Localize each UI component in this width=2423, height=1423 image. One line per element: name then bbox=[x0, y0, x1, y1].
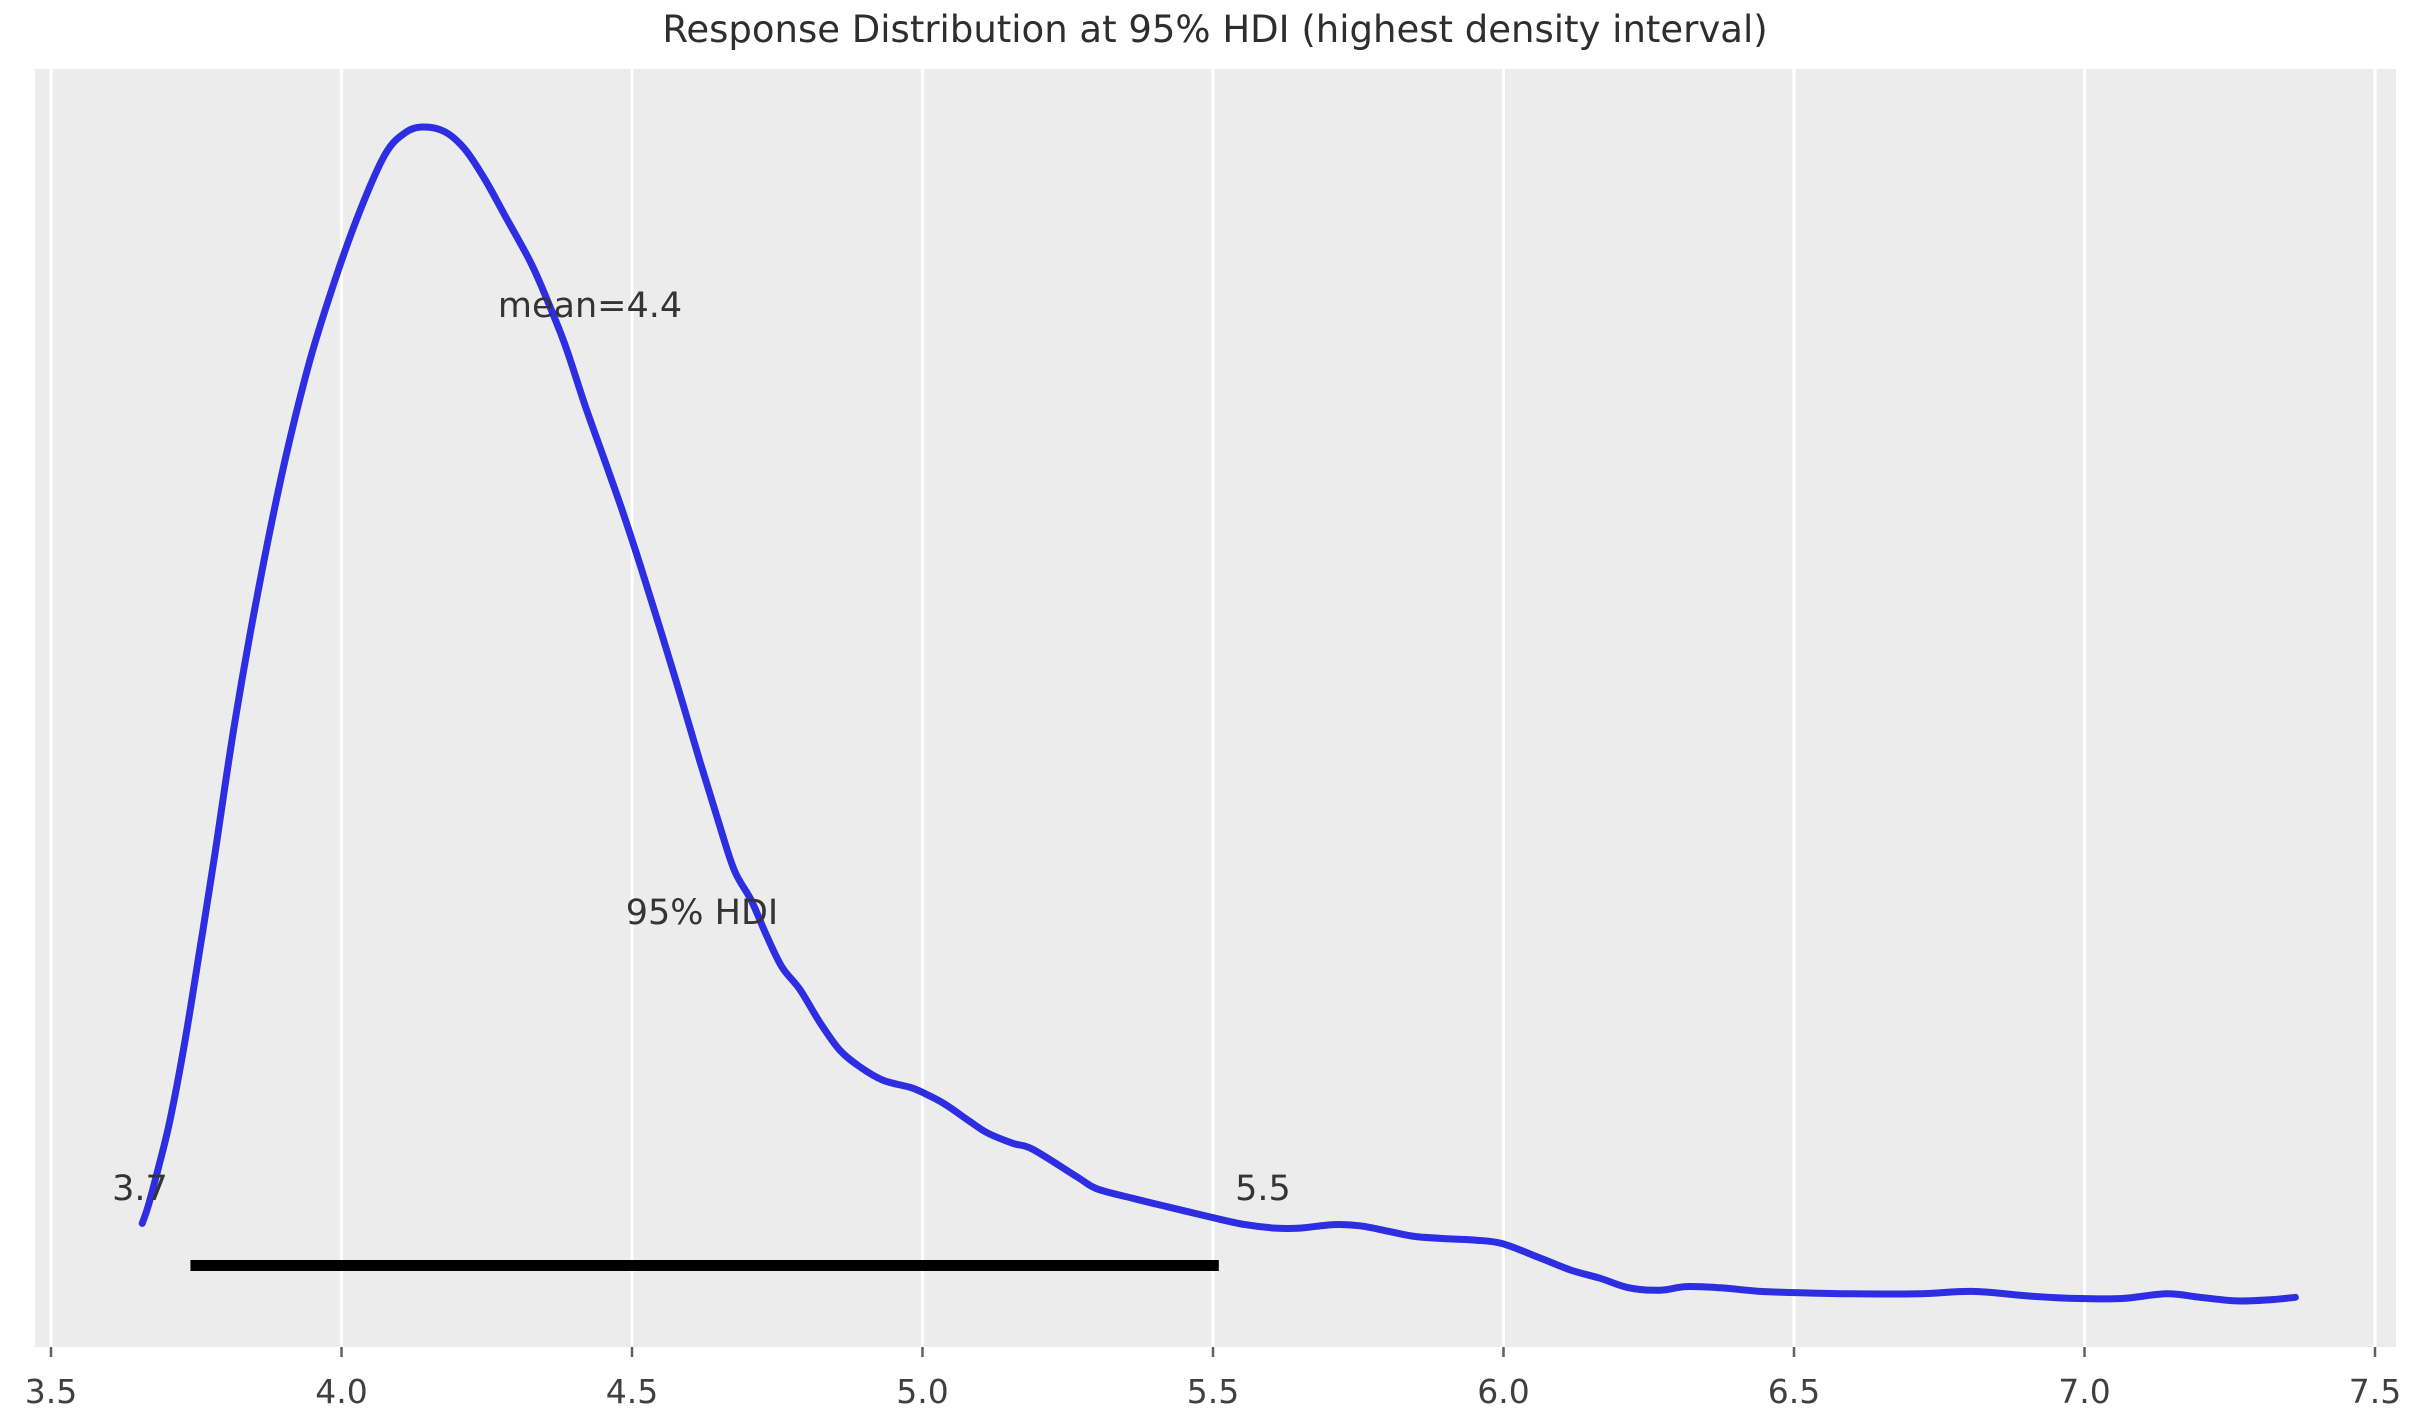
x-tick-label: 5.5 bbox=[1187, 1372, 1239, 1411]
x-tick-marks bbox=[49, 1347, 2377, 1357]
x-tick-label: 4.5 bbox=[606, 1372, 658, 1411]
hdi-lower-annotation: 3.7 bbox=[112, 1169, 168, 1209]
x-tick-label: 3.5 bbox=[25, 1372, 77, 1411]
x-tick-label: 6.5 bbox=[1768, 1372, 1820, 1411]
plot-background bbox=[35, 69, 2396, 1347]
x-tick-label: 7.0 bbox=[2058, 1372, 2110, 1411]
kde-density-curve bbox=[138, 123, 2299, 1305]
mean-annotation: mean=4.4 bbox=[498, 286, 682, 326]
x-tick-label: 7.5 bbox=[2349, 1372, 2401, 1411]
x-tick-labels: 3.5 4.0 4.5 5.0 5.5 6.0 6.5 7.0 7.5 bbox=[25, 1372, 2401, 1411]
hdi-annotation: 95% HDI bbox=[626, 893, 779, 933]
x-tick-label: 5.0 bbox=[896, 1372, 948, 1411]
x-tick-label: 6.0 bbox=[1477, 1372, 1529, 1411]
x-tick-label: 4.0 bbox=[315, 1372, 367, 1411]
x-gridlines bbox=[49, 69, 2377, 1347]
hdi-upper-annotation: 5.5 bbox=[1235, 1169, 1291, 1209]
chart-title: Response Distribution at 95% HDI (highes… bbox=[662, 8, 1767, 51]
